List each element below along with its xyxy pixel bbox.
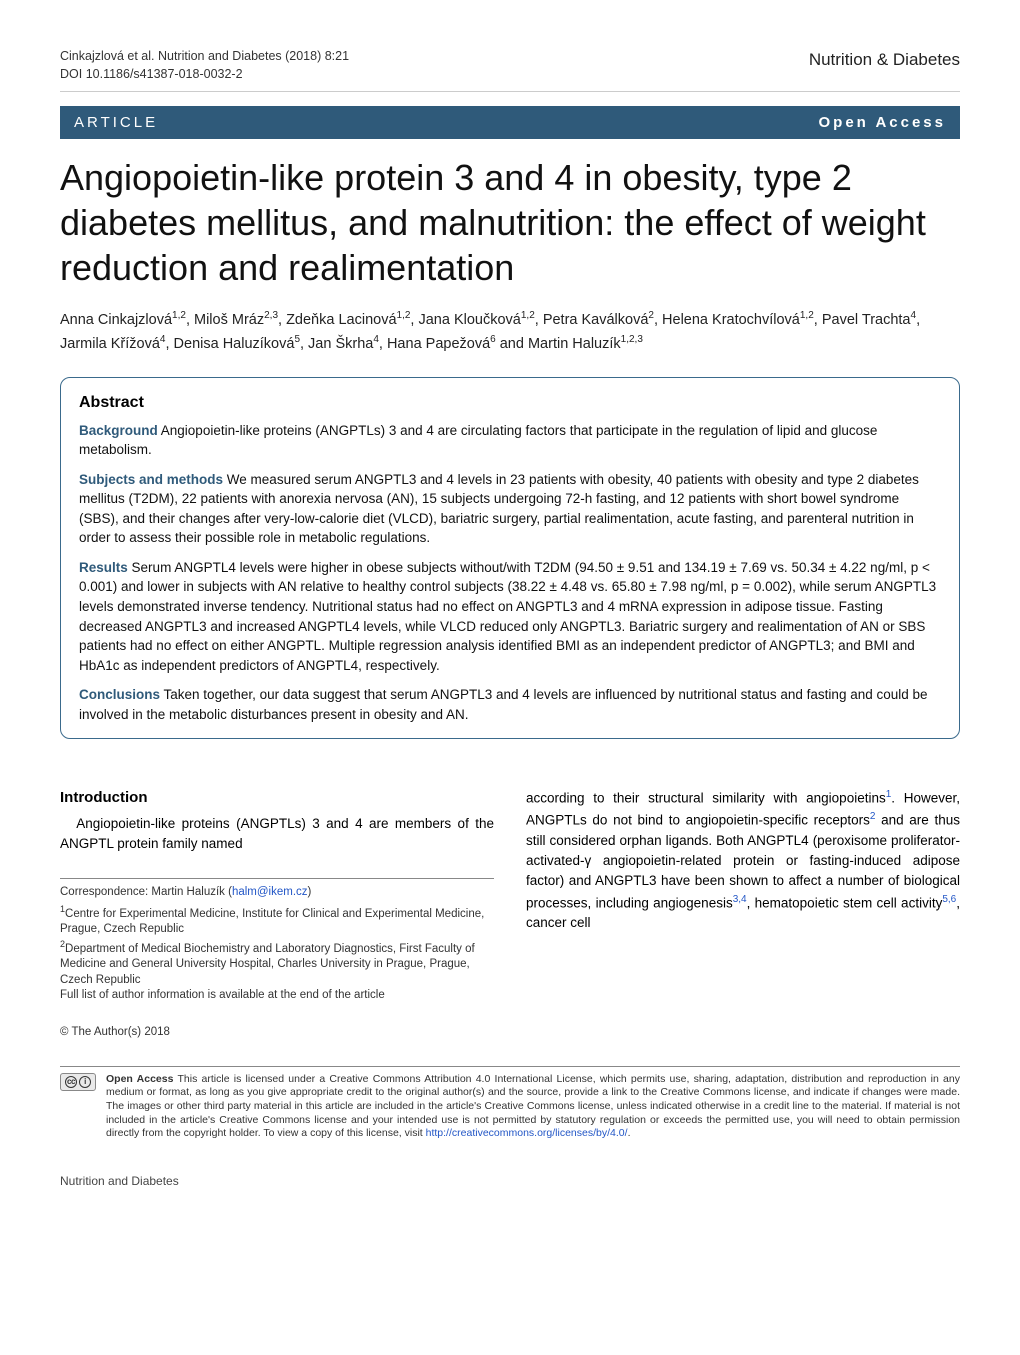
license-text: Open Access This article is licensed und… — [106, 1073, 960, 1141]
correspondence-email[interactable]: halm@ikem.cz — [232, 886, 308, 898]
copyright-line: © The Author(s) 2018 — [60, 1024, 960, 1040]
doi-line: DOI 10.1186/s41387-018-0032-2 — [60, 66, 349, 84]
results-text: Serum ANGPTL4 levels were higher in obes… — [79, 560, 936, 673]
author-list: Anna Cinkajzlová1,2, Miloš Mráz2,3, Zdeň… — [60, 308, 960, 355]
license-oa-label: Open Access — [106, 1073, 173, 1085]
correspondence-line: Correspondence: Martin Haluzík (halm@ike… — [60, 885, 494, 901]
article-type-bar: ARTICLE Open Access — [60, 106, 960, 139]
background-label: Background — [79, 423, 158, 438]
abstract-box: Abstract Background Angiopoietin-like pr… — [60, 377, 960, 739]
abstract-conclusions: Conclusions Taken together, our data sug… — [79, 685, 941, 724]
header-rule — [60, 91, 960, 92]
cc-by-badge-icon: cc i — [60, 1073, 96, 1091]
left-column: Introduction Angiopoietin-like proteins … — [60, 787, 494, 1003]
abstract-subjects: Subjects and methods We measured serum A… — [79, 470, 941, 548]
by-icon: i — [79, 1076, 91, 1088]
conclusions-text: Taken together, our data suggest that se… — [79, 687, 928, 722]
license-block: cc i Open Access This article is license… — [60, 1066, 960, 1141]
license-link[interactable]: http://creativecommons.org/licenses/by/4… — [426, 1127, 628, 1139]
cc-icon: cc — [65, 1076, 77, 1088]
correspondence-prefix: Correspondence: Martin Haluzík ( — [60, 886, 232, 898]
conclusions-label: Conclusions — [79, 687, 160, 702]
intro-right-paragraph: according to their structural similarity… — [526, 787, 960, 933]
affiliations-block: Correspondence: Martin Haluzík (halm@ike… — [60, 878, 494, 1003]
abstract-background: Background Angiopoietin-like proteins (A… — [79, 421, 941, 460]
affiliation-1: 1Centre for Experimental Medicine, Insti… — [60, 903, 494, 938]
running-header: Cinkajzlová et al. Nutrition and Diabete… — [60, 48, 960, 83]
intro-left-paragraph: Angiopoietin-like proteins (ANGPTLs) 3 a… — [60, 814, 494, 855]
results-label: Results — [79, 560, 128, 575]
affiliation-full-list: Full list of author information is avail… — [60, 988, 494, 1004]
body-columns: Introduction Angiopoietin-like proteins … — [60, 787, 960, 1003]
background-text: Angiopoietin-like proteins (ANGPTLs) 3 a… — [79, 423, 877, 458]
header-citation: Cinkajzlová et al. Nutrition and Diabete… — [60, 48, 349, 83]
introduction-heading: Introduction — [60, 787, 494, 810]
page-footer: Nutrition and Diabetes — [60, 1173, 960, 1190]
citation-line: Cinkajzlová et al. Nutrition and Diabete… — [60, 48, 349, 66]
subjects-label: Subjects and methods — [79, 472, 223, 487]
abstract-heading: Abstract — [79, 392, 941, 414]
open-access-label: Open Access — [819, 112, 947, 133]
article-type-label: ARTICLE — [74, 112, 158, 133]
article-title: Angiopoietin-like protein 3 and 4 in obe… — [60, 155, 960, 290]
right-column: according to their structural similarity… — [526, 787, 960, 1003]
journal-name: Nutrition & Diabetes — [809, 48, 960, 72]
correspondence-suffix: ) — [308, 886, 312, 898]
affiliation-2: 2Department of Medical Biochemistry and … — [60, 938, 494, 988]
abstract-results: Results Serum ANGPTL4 levels were higher… — [79, 558, 941, 675]
